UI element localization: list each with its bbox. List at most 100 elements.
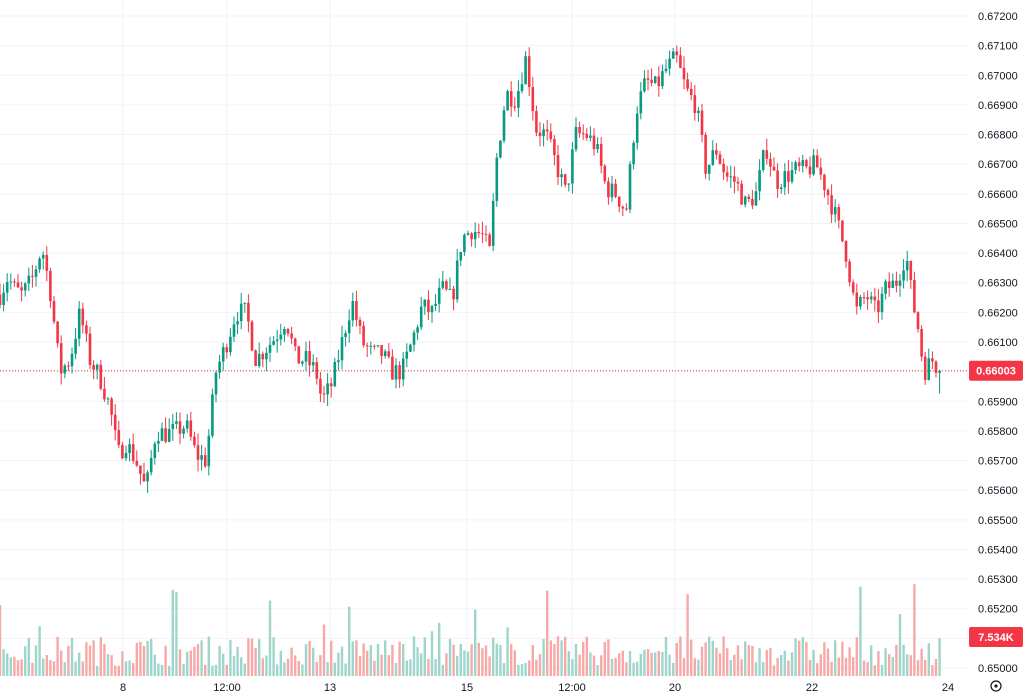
volume-bar (657, 651, 660, 676)
candle-body (484, 233, 488, 235)
candle-body (693, 95, 697, 114)
candle-body (88, 333, 92, 365)
candle-body (909, 260, 913, 280)
candle-body (365, 345, 369, 347)
candle (844, 240, 848, 268)
volume-bar (607, 639, 610, 676)
volume-bar (632, 662, 635, 676)
candle (225, 343, 229, 359)
volume-bar (549, 640, 552, 676)
volume-bar (769, 648, 772, 676)
candle (131, 433, 135, 464)
candle (214, 370, 218, 403)
volume-bar (250, 638, 254, 676)
price-axis[interactable]: 0.67200 0.67100 0.67000 0.66900 0.66800 0.667… (978, 11, 1018, 675)
candle (895, 271, 898, 293)
candle-body (268, 344, 272, 353)
candle (837, 203, 841, 229)
volume-bar (106, 653, 110, 676)
volume-bar (240, 657, 243, 676)
volume-bar (204, 664, 207, 676)
candle (319, 372, 322, 403)
candle-body (502, 110, 506, 141)
volume-bar (243, 663, 246, 676)
volume-bar (6, 653, 9, 676)
candle-body (419, 306, 423, 328)
candle-body (369, 345, 373, 347)
candle (797, 157, 801, 172)
candle-body (70, 353, 74, 367)
candle-body (452, 288, 455, 300)
volume-bar (798, 640, 801, 676)
candle-body (563, 174, 567, 185)
candle-body (391, 356, 394, 380)
candle (45, 246, 49, 282)
volume-bar (564, 636, 567, 676)
candle-body (765, 150, 769, 159)
volume-bar (423, 637, 426, 676)
axis-badges: 0.66003 7.534K (969, 360, 1023, 647)
candle-body (157, 440, 160, 444)
volume-bar (697, 659, 700, 676)
volume-bar (376, 644, 380, 676)
volume-bar (747, 645, 750, 676)
volume-bar (499, 644, 502, 676)
volume-bar (193, 646, 196, 676)
candle (427, 290, 430, 320)
volume-bar (146, 640, 149, 676)
y-tick-label: 0.66700 (978, 159, 1018, 171)
candle (189, 411, 193, 441)
volume-bar (85, 642, 88, 676)
candle (146, 470, 149, 493)
candle (635, 106, 639, 150)
candle (542, 123, 545, 147)
volume-bar (603, 642, 606, 676)
candle (506, 89, 509, 111)
candle (315, 357, 319, 385)
candle (135, 450, 139, 467)
candle-body (736, 181, 740, 184)
candle-body (790, 170, 794, 182)
candle (484, 225, 488, 242)
candle (380, 344, 383, 365)
volume-bar (913, 584, 916, 676)
candle-body (574, 126, 578, 150)
volume-bar (182, 663, 185, 676)
volume-bar (366, 650, 369, 676)
candle-body (329, 383, 333, 387)
last-price-badge: 0.66003 (969, 360, 1023, 381)
candle-body (646, 78, 650, 80)
candle (142, 462, 146, 482)
candle (513, 97, 517, 112)
volume-bar (772, 665, 776, 676)
candle-body (635, 113, 639, 143)
candle (603, 163, 607, 184)
candle-body (877, 300, 880, 313)
candle-body (455, 260, 459, 300)
candle-body (625, 208, 628, 210)
candle (452, 285, 455, 311)
volume-bar (765, 650, 768, 676)
volume-bar (452, 644, 455, 676)
candle (279, 323, 283, 346)
volume-bar (459, 644, 462, 676)
candle-body (85, 325, 88, 334)
candle (693, 84, 697, 121)
time-axis[interactable]: 8 12:00 13 15 12:00 20 22 24 (120, 682, 954, 692)
volume-bar (751, 645, 754, 676)
volume-bar (934, 658, 938, 676)
candle-body (290, 333, 293, 339)
candle (495, 152, 499, 207)
candle-body (182, 428, 185, 434)
candle-body (423, 299, 427, 307)
volume-bar (535, 659, 538, 676)
settings-gear-icon[interactable] (990, 680, 1002, 692)
volume-bar (2, 649, 5, 676)
volume-bar (574, 643, 578, 676)
candle-body (189, 420, 193, 437)
candle (661, 64, 664, 89)
candle (758, 159, 761, 201)
candle (477, 223, 481, 238)
